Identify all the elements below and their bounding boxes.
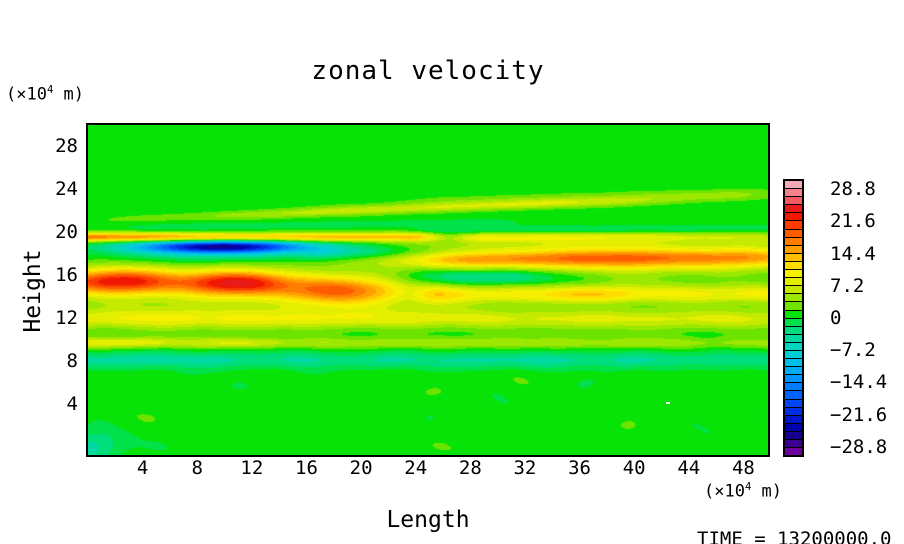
y-unit-exponent: 4 xyxy=(46,84,54,96)
artifact-dot xyxy=(665,402,670,405)
x-tick-label: 44 xyxy=(677,457,701,479)
x-tick-label: 28 xyxy=(458,457,482,479)
colorbar-cell xyxy=(785,260,802,270)
colorbar-cell xyxy=(785,220,802,229)
time-stamp: TIME = 13200000.0 xyxy=(697,528,892,544)
y-tick-label: 12 xyxy=(55,307,78,330)
colorbar-cell xyxy=(785,317,802,326)
x-unit-prefix: (×10 xyxy=(703,481,745,502)
y-tick-label: 24 xyxy=(55,178,78,201)
colorbar-cell xyxy=(785,430,802,439)
colorbar-cell xyxy=(785,358,802,367)
heatmap-canvas xyxy=(88,125,768,455)
colorbar-cell xyxy=(785,301,802,310)
y-unit-prefix: (×10 xyxy=(6,84,47,105)
x-tick-label: 4 xyxy=(136,457,149,479)
x-unit-exponent: 4 xyxy=(744,481,752,493)
y-tick-label: 4 xyxy=(66,393,78,416)
colorbar-cell xyxy=(785,447,802,456)
colorbar-cell xyxy=(785,349,802,359)
x-tick-label: 32 xyxy=(513,457,537,479)
colorbar-tick-label: −14.4 xyxy=(830,371,888,394)
chart-title: zonal velocity xyxy=(311,56,545,86)
colorbar-cell xyxy=(785,236,802,245)
colorbar-cell xyxy=(785,341,802,350)
y-tick-label: 28 xyxy=(55,135,78,158)
colorbar-cell xyxy=(785,196,802,205)
y-unit-suffix: m) xyxy=(53,84,85,105)
colorbar-cell xyxy=(785,374,802,383)
colorbar-cell xyxy=(785,212,802,221)
heatmap-panel xyxy=(86,123,770,457)
x-tick-label: 16 xyxy=(295,457,318,479)
colorbar-cell xyxy=(785,244,802,253)
x-tick-label: 24 xyxy=(404,457,428,479)
colorbar-tick-label: 21.6 xyxy=(830,210,876,233)
colorbar-cell xyxy=(785,366,802,375)
colorbar-cell xyxy=(785,333,802,342)
y-tick-label: 8 xyxy=(66,350,78,373)
colorbar-cell xyxy=(785,382,802,391)
x-tick-label: 36 xyxy=(568,457,592,479)
colorbar-cell xyxy=(785,269,802,278)
y-tick-label: 16 xyxy=(55,264,78,287)
colorbar-cell xyxy=(785,406,802,415)
colorbar xyxy=(783,179,804,457)
colorbar-tick-label: 0 xyxy=(830,307,842,329)
colorbar-cell xyxy=(785,188,802,197)
colorbar-cell xyxy=(785,285,802,294)
colorbar-cell xyxy=(785,414,802,423)
colorbar-cell xyxy=(785,252,802,261)
colorbar-cell xyxy=(785,204,802,213)
colorbar-cell xyxy=(785,398,802,407)
colorbar-tick-label: 7.2 xyxy=(830,274,865,297)
colorbar-cell xyxy=(785,309,802,318)
colorbar-cell xyxy=(785,277,802,286)
x-tick-label: 48 xyxy=(731,457,755,479)
colorbar-cell xyxy=(785,422,802,431)
colorbar-cell xyxy=(785,390,802,399)
colorbar-cells xyxy=(785,181,802,456)
colorbar-tick-label: 14.4 xyxy=(830,242,876,265)
colorbar-tick-label: −21.6 xyxy=(830,403,888,426)
x-tick-label: 40 xyxy=(622,457,646,479)
colorbar-tick-label: −7.2 xyxy=(830,339,876,362)
x-axis-title: Length xyxy=(386,507,470,533)
colorbar-cell xyxy=(785,228,802,237)
y-tick-label: 20 xyxy=(55,221,78,244)
colorbar-cell xyxy=(785,325,802,334)
x-tick-label: 20 xyxy=(349,457,373,479)
colorbar-tick-label: 28.8 xyxy=(830,178,876,201)
y-axis-unit: (×104 m) xyxy=(6,84,84,105)
colorbar-tick-label: −28.8 xyxy=(830,435,888,458)
colorbar-cell xyxy=(785,181,802,189)
x-tick-label: 12 xyxy=(240,457,264,479)
x-unit-suffix: m) xyxy=(751,481,782,502)
x-tick-label: 8 xyxy=(191,457,203,479)
colorbar-cell xyxy=(785,293,802,302)
colorbar-cell xyxy=(785,439,802,448)
x-axis-unit: (×104 m) xyxy=(688,481,798,502)
